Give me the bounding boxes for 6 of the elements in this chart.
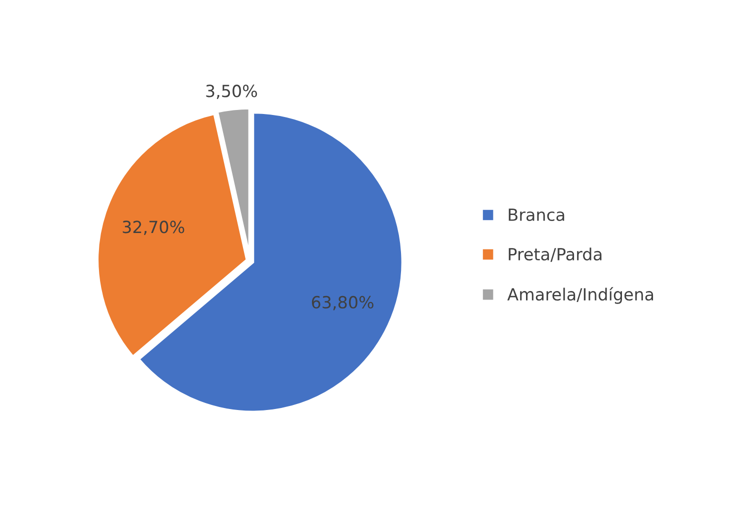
legend-label: Amarela/Indígena bbox=[507, 287, 654, 304]
data-label: 3,50% bbox=[206, 84, 257, 99]
legend-label: Preta/Parda bbox=[508, 248, 602, 262]
legend-label: Branca bbox=[508, 208, 564, 222]
data-label: 63,80% bbox=[312, 296, 374, 310]
data-label: 32,70% bbox=[122, 220, 184, 235]
